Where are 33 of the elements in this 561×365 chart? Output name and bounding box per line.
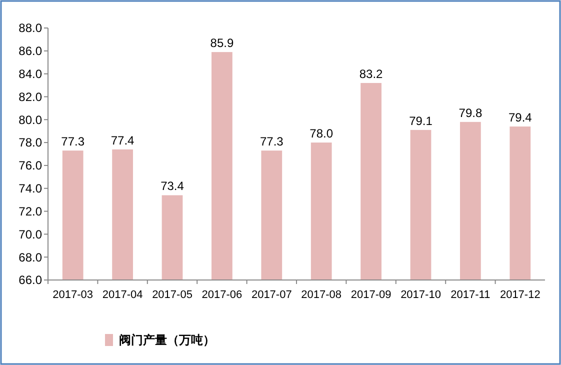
y-tick-label: 82.0	[18, 90, 42, 104]
y-tick-label: 84.0	[18, 67, 42, 82]
y-tick-label: 80.0	[18, 112, 42, 127]
data-label: 79.4	[508, 110, 532, 125]
data-label: 85.9	[210, 36, 234, 50]
y-tick-label: 70.0	[18, 227, 42, 242]
data-label: 77.4	[110, 133, 135, 148]
x-tick-label: 2017-11	[450, 289, 490, 301]
data-label: 79.8	[458, 106, 482, 120]
legend-label: 阀门产量（万吨）	[119, 333, 215, 348]
x-tick-label: 2017-07	[251, 289, 292, 301]
y-tick-label: 78.0	[18, 136, 42, 150]
x-tick-label: 2017-04	[102, 289, 143, 301]
y-tick-label: 74.0	[18, 182, 42, 196]
x-tick-label: 2017-10	[400, 289, 441, 301]
y-tick-label: 68.0	[18, 250, 42, 264]
data-label: 79.1	[409, 114, 433, 128]
y-tick-label: 86.0	[18, 44, 42, 58]
y-tick-label: 72.0	[18, 204, 42, 218]
x-tick-label: 2017-03	[52, 289, 94, 301]
x-tick-label: 2017-09	[350, 289, 392, 301]
x-tick-label: 2017-12	[500, 289, 540, 301]
data-label: 83.2	[359, 66, 384, 81]
y-tick-label: 76.0	[18, 158, 42, 173]
data-label: 77.3	[61, 134, 85, 149]
x-tick-label: 2017-08	[301, 289, 342, 301]
y-tick-label: 66.0	[18, 273, 42, 288]
data-label: 73.4	[160, 179, 184, 194]
x-tick-label: 2017-06	[202, 289, 242, 301]
y-tick-label: 88.0	[18, 21, 42, 36]
data-label: 77.3	[260, 134, 284, 149]
data-label: 78.0	[310, 126, 334, 141]
x-tick-label: 2017-05	[152, 289, 192, 301]
